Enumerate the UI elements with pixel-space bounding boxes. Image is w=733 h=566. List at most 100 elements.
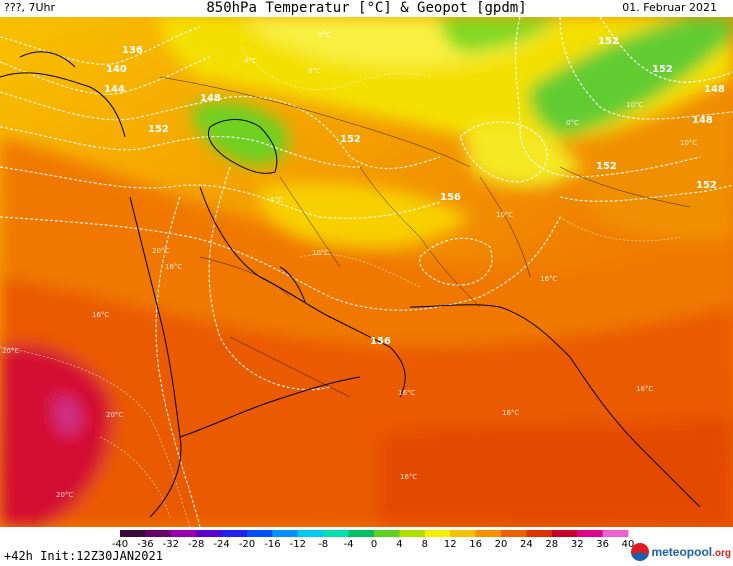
contour-line bbox=[559, 184, 733, 202]
logo-icon bbox=[631, 543, 650, 561]
forecast-date: 01. Februar 2021 bbox=[622, 1, 717, 14]
isotherm-line bbox=[239, 46, 431, 90]
isotherm-line bbox=[0, 346, 191, 527]
legend-color-swatch bbox=[551, 530, 578, 537]
isotherm-label: 16°C bbox=[540, 275, 557, 283]
contour-line bbox=[0, 26, 201, 65]
legend-tick-label: -20 bbox=[239, 539, 255, 547]
isotherm-line bbox=[559, 216, 681, 242]
legend-color-swatch bbox=[221, 530, 248, 537]
contour-label: 152 bbox=[148, 124, 169, 135]
legend-tick-label: -32 bbox=[163, 539, 179, 547]
isotherm-label: 16°C bbox=[398, 389, 415, 397]
init-time-label: +42h Init:12Z30JAN2021 bbox=[4, 549, 163, 563]
legend-color-swatch bbox=[348, 530, 375, 537]
legend-tick-label: -16 bbox=[264, 539, 280, 547]
contour-line bbox=[559, 17, 733, 120]
legend-tick-label: 20 bbox=[495, 539, 508, 547]
isotherm-label: 0°C bbox=[566, 119, 579, 127]
legend-tick-label: -4 bbox=[344, 539, 354, 547]
isotherm-label: 20°C bbox=[56, 491, 73, 499]
isotherm-label: 16°C bbox=[165, 263, 182, 271]
legend-tick-label: -28 bbox=[188, 539, 204, 547]
borders bbox=[159, 76, 691, 398]
contour-label: 156 bbox=[370, 336, 391, 347]
border-line bbox=[359, 166, 481, 308]
legend-tick-label: 16 bbox=[469, 539, 482, 547]
legend-color-swatch bbox=[170, 530, 197, 537]
contour-label: 152 bbox=[596, 161, 617, 172]
contour-label: 156 bbox=[440, 192, 461, 203]
legend-color-swatch bbox=[145, 530, 172, 537]
contour-line bbox=[0, 56, 211, 95]
border-line bbox=[159, 76, 471, 168]
yellow-tibet bbox=[465, 124, 580, 188]
isotherm-label: 16°C bbox=[400, 473, 417, 481]
map-canvas: 136 140 144 148 152 152 156 156 152 148 … bbox=[0, 17, 733, 527]
legend-color-swatch bbox=[196, 530, 223, 537]
coastline bbox=[129, 196, 182, 518]
contour-line bbox=[0, 126, 361, 168]
contour-line bbox=[599, 17, 733, 83]
legend-color-swatch bbox=[602, 530, 629, 537]
border-line bbox=[199, 256, 291, 298]
yellow-central bbox=[259, 183, 470, 248]
coastline bbox=[207, 119, 278, 174]
map-title: 850hPa Temperatur [°C] & Geopot [gpdm] bbox=[206, 0, 527, 16]
legend-color-swatch bbox=[526, 530, 553, 537]
legend-tick-label: 8 bbox=[422, 539, 428, 547]
border-line bbox=[479, 176, 531, 278]
meteopool-logo[interactable]: meteopool.org bbox=[631, 543, 731, 561]
isotherm-label: 0°C bbox=[318, 31, 331, 39]
green-caspian bbox=[190, 102, 289, 166]
legend-color-swatch bbox=[374, 530, 400, 537]
green-northeast bbox=[529, 17, 733, 137]
coastline bbox=[279, 266, 306, 303]
contour-label: 152 bbox=[598, 36, 619, 47]
legend-tick-label: 24 bbox=[520, 539, 533, 547]
border-line bbox=[279, 176, 341, 268]
legend-tick-label: -12 bbox=[290, 539, 306, 547]
contour-line bbox=[514, 17, 701, 178]
contour-label: 144 bbox=[104, 84, 125, 95]
map-footer: -40 -36 -32 -28 -24 -20 -16 -12 -8 -4 0 4 8 12 16 20 24 2… bbox=[0, 527, 733, 566]
contour-label: 140 bbox=[106, 64, 127, 75]
coastline bbox=[199, 186, 406, 398]
isotherm-label: 16°C bbox=[636, 385, 653, 393]
isotherm-label: 10°C bbox=[680, 139, 697, 147]
contour-line bbox=[0, 166, 441, 219]
legend-color-swatch bbox=[424, 530, 451, 537]
legend-color-swatch bbox=[450, 530, 477, 537]
contour-label: 152 bbox=[652, 64, 673, 75]
red-band bbox=[380, 417, 733, 527]
legend-color-swatch bbox=[297, 530, 324, 537]
logo-text: meteopool.org bbox=[651, 545, 731, 559]
contour-value-labels: 136 140 144 148 152 152 156 156 152 148 … bbox=[104, 36, 725, 347]
isotherm-label: 4°C bbox=[244, 57, 257, 65]
legend-color-swatch bbox=[501, 530, 527, 537]
isotherm-label: 16°C bbox=[502, 409, 519, 417]
legend-tick-label: 0 bbox=[371, 539, 377, 547]
contour-label: 152 bbox=[696, 180, 717, 191]
contour-line bbox=[0, 216, 561, 311]
contour-line bbox=[208, 166, 331, 391]
contour-line bbox=[459, 121, 548, 183]
temperature-map: 136 140 144 148 152 152 156 156 152 148 … bbox=[0, 17, 733, 527]
legend-tick-label: 40 bbox=[622, 539, 635, 547]
isotherm-label: 20°C bbox=[2, 347, 19, 355]
contour-label: 148 bbox=[692, 115, 713, 126]
contour-line bbox=[419, 237, 493, 286]
isotherm-value-labels: 0°C 4°C 8°C 4°C 10°C 10°C 20°C 16°C 16°C… bbox=[2, 31, 697, 499]
isotherm-label: 10°C bbox=[496, 211, 513, 219]
legend-tick-label: 36 bbox=[596, 539, 609, 547]
legend-tick-label: -24 bbox=[213, 539, 229, 547]
magenta-spot bbox=[55, 396, 81, 435]
contour-label: 136 bbox=[122, 45, 143, 56]
isotherm-label: 10°C bbox=[312, 249, 329, 257]
border-line bbox=[559, 166, 691, 208]
coastline bbox=[409, 304, 701, 508]
legend-color-swatch bbox=[272, 530, 299, 537]
valid-time-label: ???, 7Uhr bbox=[4, 1, 56, 14]
legend-color-swatch bbox=[247, 530, 273, 537]
contour-line bbox=[0, 91, 441, 170]
